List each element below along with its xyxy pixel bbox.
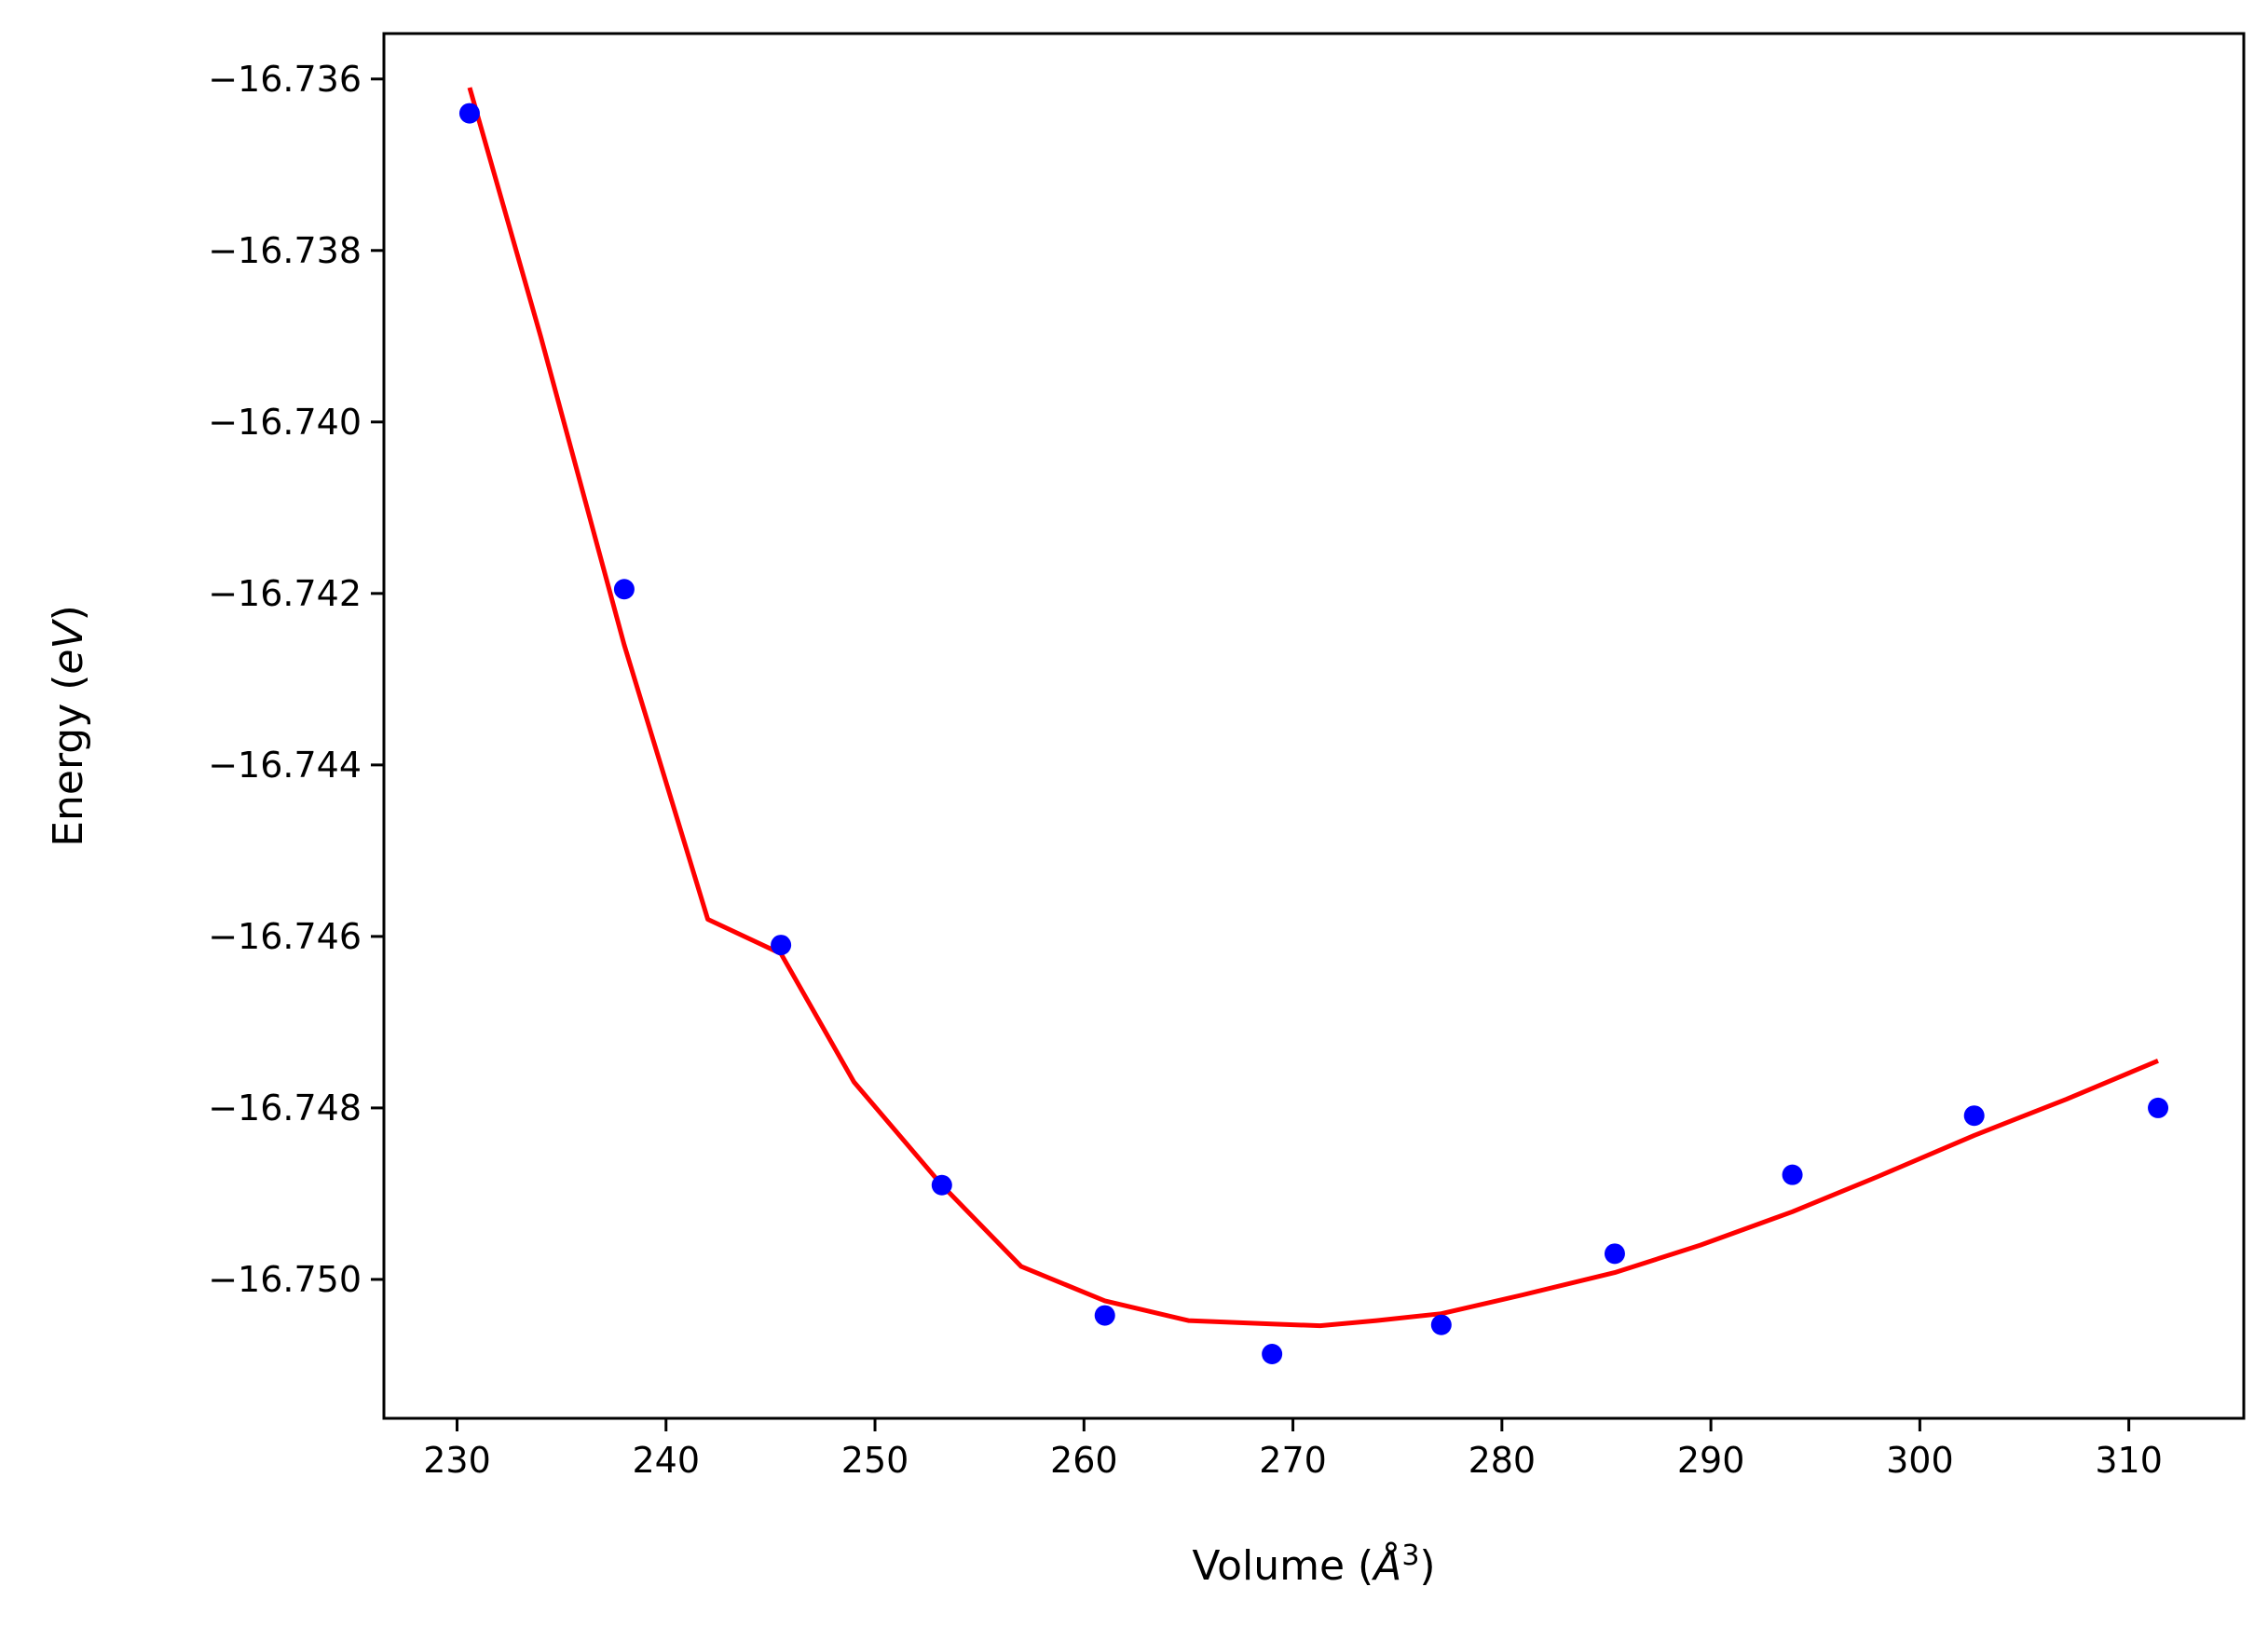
x-tick-label: 290 — [1677, 1440, 1745, 1481]
data-point — [1963, 1105, 1985, 1127]
x-tick-label: 270 — [1259, 1440, 1327, 1481]
y-axis-label: Energy (eV) — [45, 605, 92, 847]
x-tick-label: 300 — [1886, 1440, 1954, 1481]
data-point — [1430, 1314, 1452, 1335]
x-axis-label-prefix: Volume ( — [1192, 1542, 1373, 1590]
x-tick-label: 310 — [2095, 1440, 2163, 1481]
data-point — [2148, 1097, 2169, 1118]
y-tick-label: −16.736 — [208, 59, 362, 100]
x-axis-label-suffix: ) — [1419, 1542, 1435, 1590]
x-axis-label: Volume (Å3) — [1192, 1539, 1435, 1590]
y-tick-label: −16.748 — [208, 1088, 362, 1129]
x-axis-label-superscript: 3 — [1401, 1539, 1419, 1572]
data-point — [1094, 1305, 1115, 1326]
x-axis-ticks: 230 240 250 260 270 280 290 300 310 — [423, 1418, 2163, 1481]
data-point — [1604, 1243, 1625, 1265]
data-point — [458, 103, 480, 124]
data-point — [613, 579, 635, 600]
y-axis-label-suffix: ) — [45, 605, 92, 621]
x-axis-label-symbol: Å — [1371, 1540, 1401, 1590]
y-tick-label: −16.750 — [208, 1259, 362, 1300]
x-tick-label: 260 — [1050, 1440, 1118, 1481]
data-point — [1782, 1164, 1803, 1185]
x-tick-label: 280 — [1469, 1440, 1537, 1481]
y-axis-label-prefix: Energy ( — [45, 675, 92, 847]
y-tick-label: −16.740 — [208, 402, 362, 443]
data-point — [771, 935, 792, 956]
plot-content — [458, 87, 2169, 1364]
x-tick-label: 250 — [841, 1440, 909, 1481]
fit-curve — [467, 87, 2159, 1329]
y-axis-ticks: −16.736 −16.738 −16.740 −16.742 −16.744 −16.7… — [208, 59, 384, 1300]
y-tick-label: −16.746 — [208, 916, 362, 957]
x-tick-label: 230 — [423, 1440, 491, 1481]
y-tick-label: −16.744 — [208, 745, 362, 786]
plot-frame — [382, 32, 2246, 1420]
y-tick-label: −16.738 — [208, 230, 362, 271]
y-axis-label-symbol: eV — [45, 619, 92, 675]
data-point — [1262, 1343, 1283, 1364]
data-point — [931, 1174, 952, 1196]
y-tick-label: −16.742 — [208, 573, 362, 614]
x-tick-label: 240 — [632, 1440, 700, 1481]
